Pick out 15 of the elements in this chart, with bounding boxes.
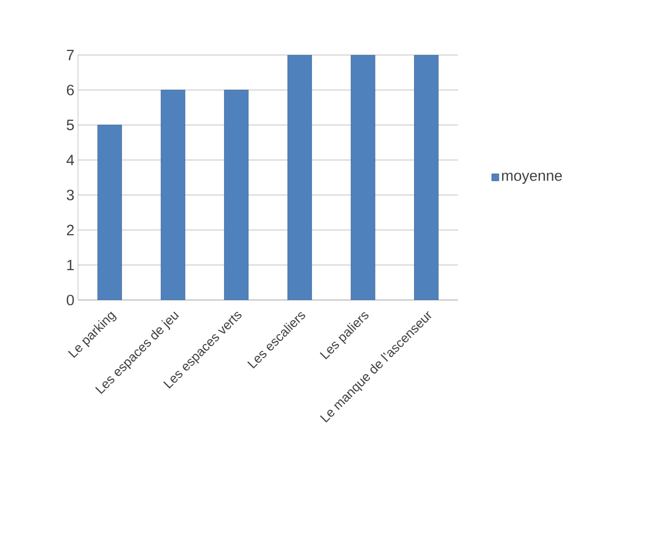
bar — [350, 55, 376, 300]
bar — [287, 55, 312, 300]
y-tick-label: 4 — [66, 154, 74, 166]
y-tick-label: 2 — [66, 224, 74, 236]
legend-label: moyenne — [502, 172, 562, 184]
y-tick-label: 0 — [66, 294, 74, 306]
bar — [160, 90, 186, 300]
bar — [97, 124, 122, 300]
y-tick-label: 6 — [66, 84, 74, 96]
y-tick-label: 3 — [66, 190, 74, 200]
y-tick-label: 1 — [67, 260, 74, 270]
bar — [414, 55, 439, 300]
bar — [224, 90, 249, 300]
y-tick-label: 5 — [66, 120, 74, 130]
y-tick-label: 7 — [66, 50, 74, 60]
